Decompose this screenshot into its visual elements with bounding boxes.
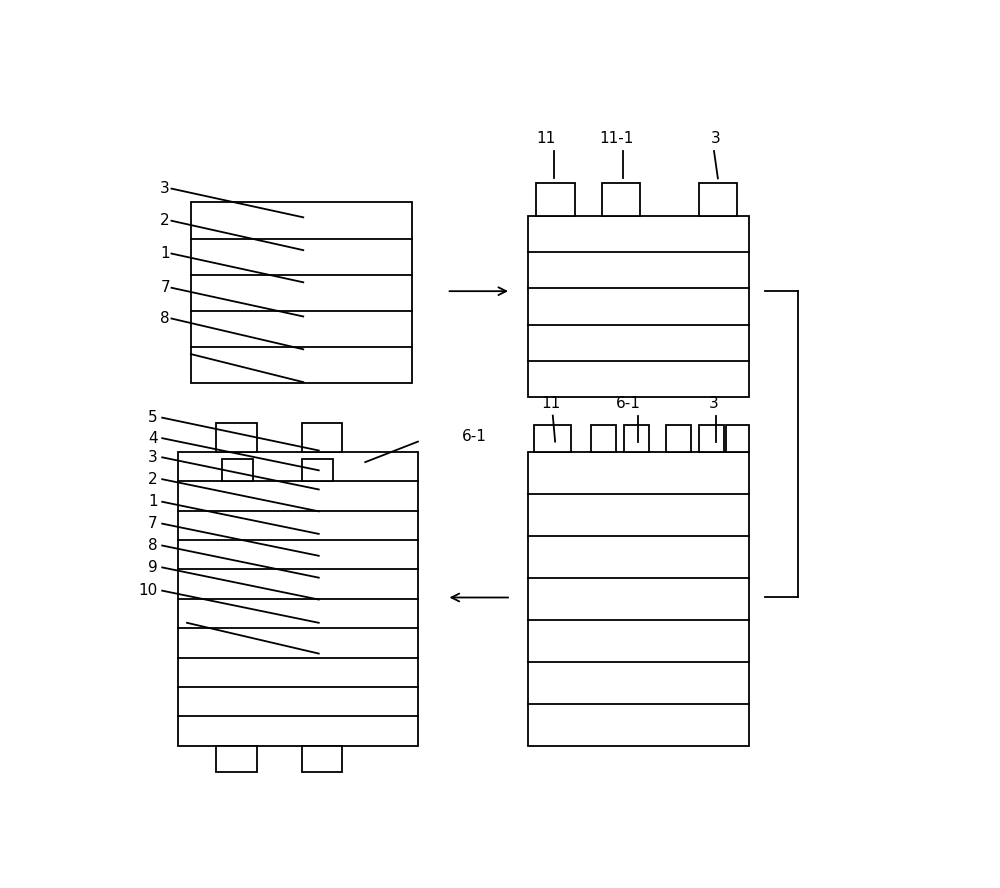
Text: 3: 3 [709,396,719,411]
Text: 3: 3 [148,450,158,464]
Bar [216,746,257,772]
Bar [699,424,724,452]
Text: 11: 11 [542,396,561,411]
Text: 6-1: 6-1 [462,429,487,444]
Text: 10: 10 [138,583,158,599]
Text: 8: 8 [148,538,158,553]
Bar [302,459,333,481]
Text: 8: 8 [160,311,170,326]
Bar [528,216,749,397]
Bar [302,424,342,452]
Bar [222,459,253,481]
Text: 3: 3 [711,131,720,147]
Bar [534,424,571,452]
Text: 6-1: 6-1 [616,396,641,411]
Bar [698,183,737,216]
Bar [302,746,342,772]
Text: 2: 2 [160,213,170,228]
Text: 3: 3 [160,181,170,196]
Text: 5: 5 [148,410,158,425]
Bar [624,424,649,452]
Bar [178,452,418,746]
Text: 11: 11 [536,131,555,147]
Text: 4: 4 [148,431,158,446]
Text: 11-1: 11-1 [599,131,634,147]
Bar [726,424,749,452]
Text: 9: 9 [148,560,158,575]
Bar [602,183,640,216]
Text: 1: 1 [160,246,170,261]
Text: 7: 7 [148,516,158,531]
Text: 2: 2 [148,472,158,487]
Bar [666,424,691,452]
Bar [591,424,616,452]
Bar [536,183,574,216]
Bar [528,452,749,746]
Text: 7: 7 [160,281,170,295]
Text: 1: 1 [148,495,158,510]
Bar [191,202,412,384]
Bar [216,424,257,452]
